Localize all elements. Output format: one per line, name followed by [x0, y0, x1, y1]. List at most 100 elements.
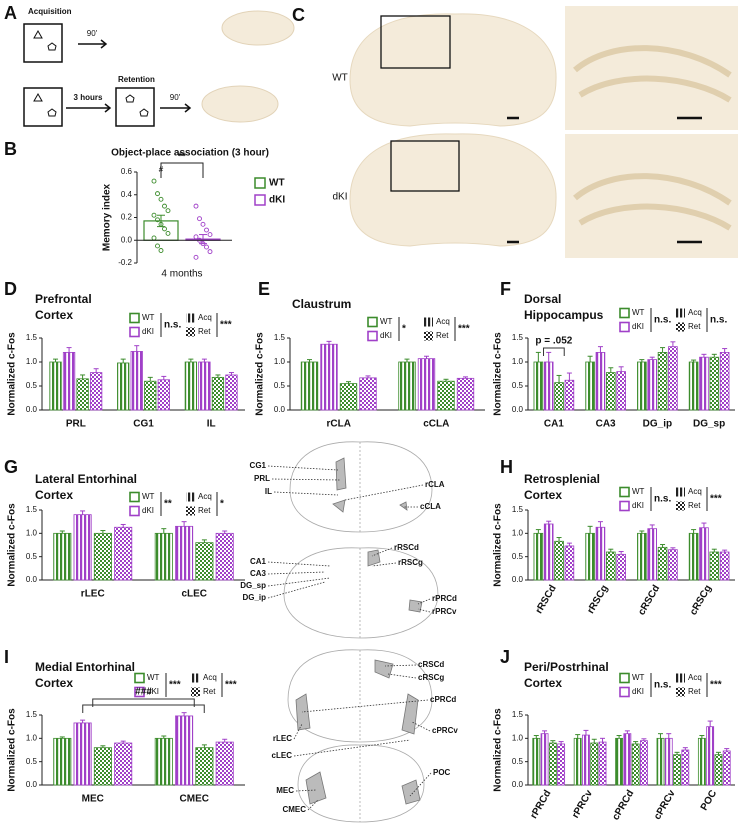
bar	[615, 737, 623, 786]
y-axis-label: Memory index	[102, 183, 113, 251]
y-tick-label: 0.0	[26, 780, 38, 789]
x-tick-label: cCLA	[423, 419, 449, 430]
atlas-label: cLEC	[272, 751, 293, 760]
leader-line	[371, 547, 393, 557]
leader-line	[384, 664, 417, 667]
x-tick-label: cRSCd	[636, 583, 662, 617]
legend-label: Acq	[436, 317, 450, 326]
legend-swatch	[619, 307, 630, 319]
bar	[49, 361, 62, 411]
zoom-image	[565, 134, 738, 258]
bar	[709, 551, 720, 581]
leader-line	[295, 789, 317, 792]
y-tick-label: 1.0	[512, 528, 524, 537]
bar	[198, 361, 211, 411]
bar	[154, 532, 173, 581]
bar	[114, 526, 133, 581]
atlas-label: DG_sp	[240, 581, 266, 590]
data-point	[165, 208, 171, 214]
data-point	[204, 244, 209, 250]
atlas-label: cPRCd	[430, 695, 456, 704]
x-tick-label: IL	[207, 419, 216, 430]
legend-swatch	[619, 672, 630, 684]
legend-label: Ret	[436, 331, 449, 340]
atlas-label: PRL	[254, 474, 270, 483]
chart-title: Cortex	[524, 488, 562, 502]
y-tick-label: 1.5	[26, 333, 38, 342]
bar	[215, 741, 234, 786]
legend-swatch	[134, 672, 145, 684]
x-tick-label: rPRCd	[528, 788, 553, 820]
panel-letter: B	[4, 139, 17, 159]
legend-swatch	[186, 313, 195, 323]
schematic-label: 90'	[170, 93, 181, 102]
genotype-stat: n.s.	[654, 315, 671, 326]
hippocampus	[573, 173, 732, 231]
chart-title: Claustrum	[292, 297, 351, 311]
x-tick-label: cPRCd	[610, 788, 636, 822]
arena	[23, 23, 63, 63]
bar	[225, 374, 238, 411]
arrow	[160, 103, 192, 113]
bar	[211, 376, 225, 411]
leader-line	[267, 571, 326, 575]
leader-line	[344, 484, 424, 501]
bar	[215, 532, 234, 581]
region	[295, 457, 423, 805]
bar	[699, 527, 709, 581]
legend-label: WT	[142, 313, 155, 322]
leader-line	[307, 799, 319, 811]
bracket	[543, 347, 565, 356]
x-tick-label: rCLA	[327, 419, 351, 430]
atlas-label: cPRCv	[432, 726, 458, 735]
data-point	[151, 235, 157, 241]
bar	[554, 382, 564, 411]
bar	[722, 750, 731, 786]
legend-label: Ret	[688, 687, 701, 696]
legend-label: dKI	[632, 687, 644, 696]
bar	[175, 525, 194, 581]
leader-line	[371, 562, 397, 567]
atlas-label: rCLA	[425, 480, 445, 489]
bar	[606, 372, 616, 411]
atlas-label: rRSCg	[398, 558, 423, 567]
panel-letter: E	[258, 279, 270, 299]
atlas-sections	[283, 441, 439, 823]
atlas-label: rPRCv	[432, 607, 457, 616]
bar	[637, 361, 647, 411]
genotype-stat: **	[164, 499, 172, 510]
y-tick-label: 1.0	[512, 733, 524, 742]
data-point	[193, 254, 199, 260]
data-point	[197, 216, 202, 222]
bar	[631, 743, 640, 786]
x-tick-label: CG1	[133, 419, 154, 430]
data-point	[207, 232, 213, 238]
bar	[53, 737, 72, 786]
object	[125, 94, 135, 103]
atlas-label: POC	[433, 768, 451, 777]
bar	[616, 371, 626, 411]
bar	[623, 733, 632, 786]
legend-label: WT	[632, 487, 645, 496]
y-axis-label: Normalized c-Fos	[7, 503, 18, 587]
y-tick-label: 0.5	[512, 552, 524, 561]
schematic-label: Retention	[118, 75, 155, 84]
legend-label: WT	[269, 178, 285, 189]
legend-label: Acq	[688, 673, 702, 682]
panel-letter: D	[4, 279, 17, 299]
bar	[417, 358, 436, 411]
bar	[668, 549, 678, 581]
data-point	[200, 241, 206, 247]
bar	[195, 747, 214, 786]
chart-title: Peri/Postrhinal	[524, 660, 609, 674]
legend-swatch	[367, 316, 378, 328]
x-tick-label: rPRCv	[570, 788, 595, 820]
y-tick-label: 0.5	[274, 381, 286, 390]
genotype-stat: n.s.	[164, 320, 181, 331]
bar	[359, 377, 377, 411]
bar	[300, 361, 319, 411]
bar	[175, 715, 194, 786]
bar	[157, 379, 170, 411]
legend-label: dKI	[142, 327, 154, 336]
